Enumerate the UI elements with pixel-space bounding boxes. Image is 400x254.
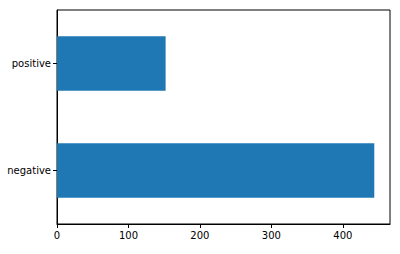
svg-text:positive: positive xyxy=(12,58,51,69)
svg-text:0: 0 xyxy=(54,230,60,241)
svg-text:200: 200 xyxy=(190,230,209,241)
svg-text:negative: negative xyxy=(7,165,51,176)
svg-text:400: 400 xyxy=(333,230,352,241)
svg-text:300: 300 xyxy=(262,230,281,241)
svg-text:100: 100 xyxy=(119,230,138,241)
